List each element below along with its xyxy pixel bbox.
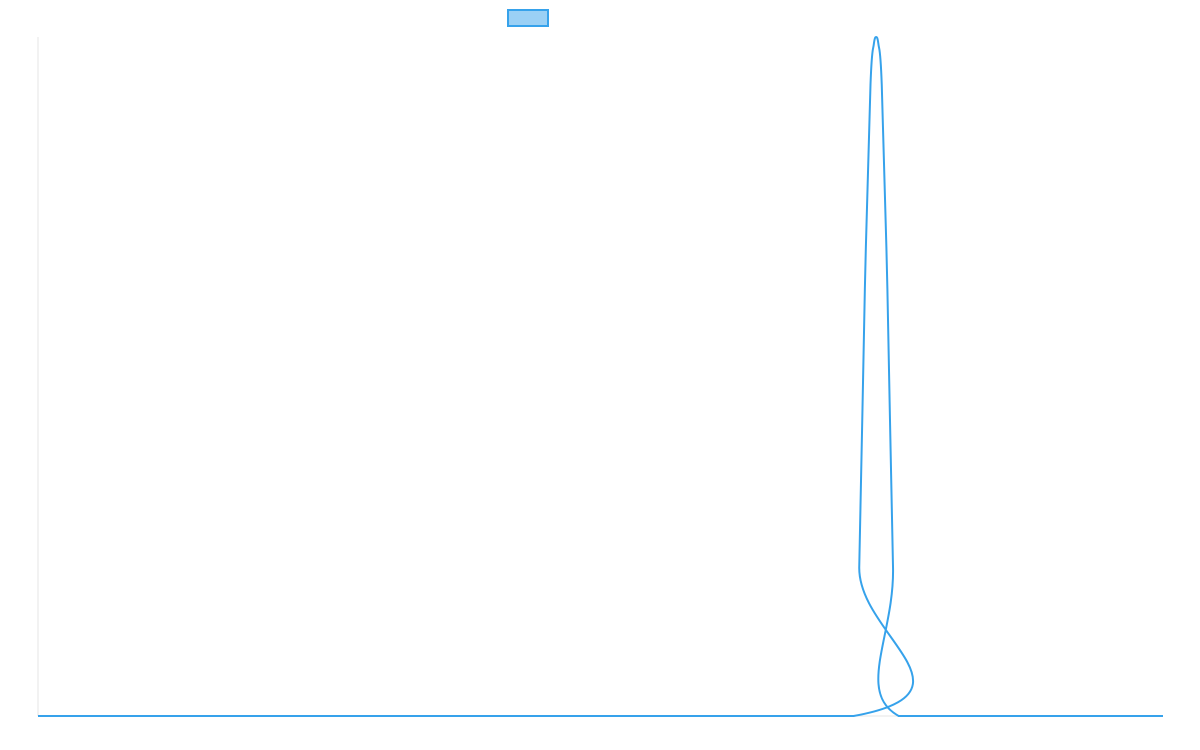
chart-axes [37, 37, 1163, 717]
series-line-0 [38, 36, 1163, 718]
chart-legend[interactable] [507, 9, 549, 27]
legend-swatch-0[interactable] [507, 9, 549, 27]
chart-series-layer [38, 36, 1163, 718]
